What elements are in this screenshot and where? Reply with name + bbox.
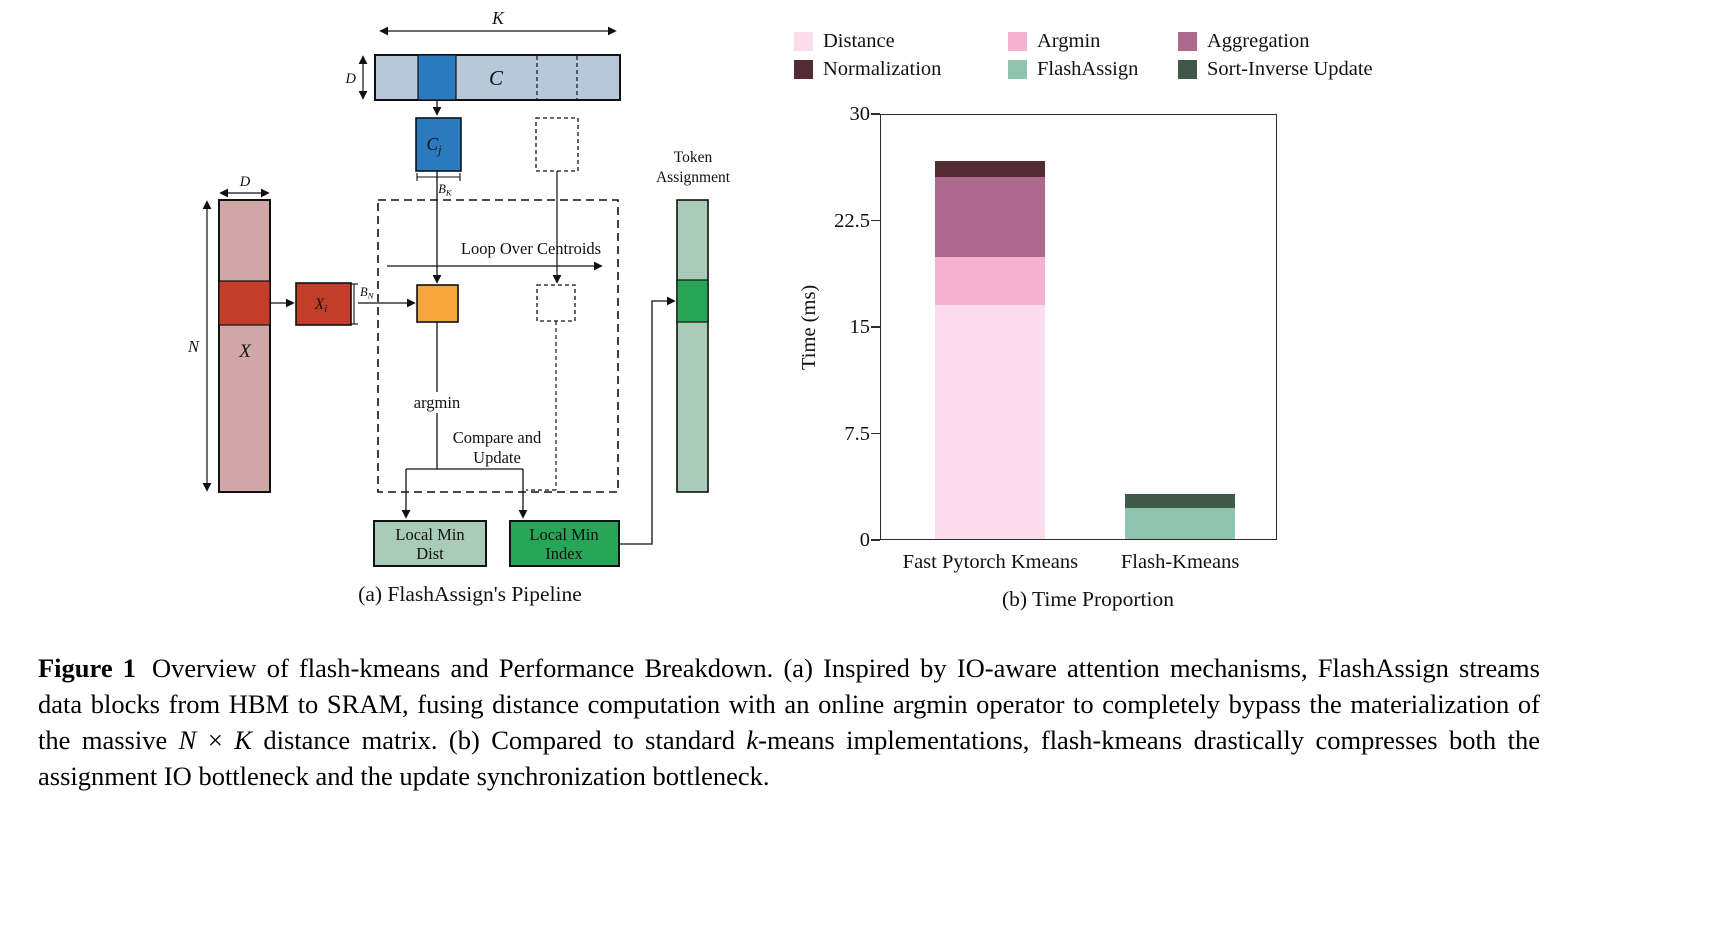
dashed-tile bbox=[536, 284, 576, 322]
legend-swatch-sort-inverse-update bbox=[1178, 60, 1197, 79]
bar-segment-normalization bbox=[934, 161, 1045, 177]
bar-segment-distance bbox=[934, 304, 1045, 539]
matrix-c-label: C bbox=[489, 66, 504, 90]
dim-bn-label: BN bbox=[360, 285, 375, 301]
legend-swatch-argmin bbox=[1008, 32, 1027, 51]
local-min-dist-label-1: Local Min bbox=[395, 525, 464, 544]
cj-sub: j bbox=[436, 143, 442, 157]
legend-swatch-flashassign bbox=[1008, 60, 1027, 79]
bk-sub: K bbox=[445, 188, 453, 198]
dim-bk-label: BK bbox=[438, 182, 453, 198]
cj-base: C bbox=[426, 134, 438, 154]
caption-run: distance matrix. (b) Compared to standar… bbox=[251, 725, 747, 755]
argmin-label: argmin bbox=[414, 393, 460, 412]
arrow-index-to-token bbox=[619, 296, 676, 545]
bar-segment-sort-inverse-update bbox=[1124, 493, 1235, 508]
xi-base: X bbox=[314, 296, 325, 313]
legend-label: Normalization bbox=[823, 58, 942, 80]
dashed-centroid-block bbox=[535, 117, 579, 172]
dim-n-label: N bbox=[187, 337, 200, 356]
dim-d-x-label: D bbox=[239, 174, 251, 190]
legend-item-aggregation: Aggregation bbox=[1178, 30, 1428, 53]
token-assignment-label-2: Assignment bbox=[656, 169, 731, 186]
sram-dashed-box bbox=[377, 199, 619, 493]
legend-item-argmin: Argmin bbox=[1008, 30, 1178, 53]
dim-k-label: K bbox=[491, 8, 505, 28]
bar-segment-aggregation bbox=[934, 176, 1045, 257]
caption-run: N bbox=[178, 725, 197, 755]
local-min-dist-label-2: Dist bbox=[416, 544, 444, 563]
y-tick-label: 7.5 bbox=[844, 422, 870, 445]
legend-label: FlashAssign bbox=[1037, 58, 1139, 80]
legend-item-flashassign: FlashAssign bbox=[1008, 58, 1178, 81]
legend-item-normalization: Normalization bbox=[794, 58, 1008, 81]
block-cj bbox=[415, 117, 462, 172]
panel-b-caption: (b) Time Proportion bbox=[1001, 587, 1175, 611]
dim-d-c-label: D bbox=[345, 71, 357, 87]
legend-item-distance: Distance bbox=[794, 30, 1008, 53]
figure-caption-text: Figure 1 Overview of flash-kmeans and Per… bbox=[38, 650, 1540, 794]
local-min-index-box bbox=[509, 520, 620, 567]
y-tick-mark bbox=[871, 432, 880, 435]
panel-a-caption: (a) FlashAssign's Pipeline bbox=[358, 582, 582, 606]
legend-swatch-normalization bbox=[794, 60, 813, 79]
loop-over-centroids-label: Loop Over Centroids bbox=[461, 239, 601, 258]
chart-plot bbox=[880, 114, 1277, 540]
y-tick-label: 15 bbox=[849, 316, 871, 338]
y-tick-mark bbox=[871, 326, 880, 328]
caption-run: × bbox=[196, 725, 235, 755]
y-tick-label: 22.5 bbox=[834, 209, 870, 232]
matrix-x bbox=[218, 199, 271, 493]
caption-run: Overview of flash-kmeans and Performance… bbox=[38, 653, 1540, 755]
bk-base: B bbox=[438, 182, 446, 196]
caption-run: -means implementations, flash-kmeans dra… bbox=[38, 725, 1541, 791]
legend-label: Aggregation bbox=[1207, 30, 1310, 52]
legend-label: Distance bbox=[823, 30, 895, 52]
token-assignment-label-1: Token bbox=[674, 149, 713, 166]
caption-run: Figure 1 bbox=[38, 653, 137, 683]
y-tick-mark bbox=[871, 539, 880, 541]
local-min-index-label-1: Local Min bbox=[529, 525, 598, 544]
legend-item-sort-inverse-update: Sort-Inverse Update bbox=[1178, 58, 1428, 81]
pipeline-diagram: K C D Cj BK Loop Over Centroids bbox=[187, 8, 731, 606]
block-xi bbox=[295, 282, 352, 326]
xi-sub: i bbox=[324, 303, 327, 315]
block-distance-tile bbox=[416, 284, 459, 323]
x-tick-label-flash-kmeans: Flash-Kmeans bbox=[1120, 551, 1240, 573]
y-tick-mark bbox=[871, 113, 880, 115]
local-min-dist-box bbox=[373, 520, 487, 567]
matrix-c-active-block bbox=[417, 54, 457, 101]
block-cj-label: Cj bbox=[426, 134, 442, 157]
block-xi-label: Xi bbox=[314, 296, 327, 315]
bar-segment-argmin bbox=[934, 257, 1045, 305]
bn-base: B bbox=[360, 285, 368, 299]
legend-swatch-distance bbox=[794, 32, 813, 51]
y-tick-label: 0 bbox=[859, 529, 870, 551]
argmin-label-bg bbox=[407, 392, 467, 413]
chart-legend: Distance Argmin Aggregation Normalization Fl… bbox=[794, 30, 1428, 81]
legend-swatch-aggregation bbox=[1178, 32, 1197, 51]
matrix-x-label: X bbox=[238, 341, 252, 362]
y-tick-label: 30 bbox=[849, 103, 871, 125]
token-assignment-column bbox=[676, 199, 709, 493]
matrix-x-active-block bbox=[218, 280, 271, 326]
token-assignment-active-block bbox=[676, 279, 709, 323]
compare-update-label-1: Compare and bbox=[453, 428, 542, 447]
x-tick-label-fast-pytorch-kmeans: Fast Pytorch Kmeans bbox=[902, 551, 1079, 573]
bn-sub: N bbox=[367, 291, 375, 301]
caption-run: K bbox=[234, 725, 252, 755]
bar-segment-flashassign bbox=[1124, 507, 1235, 539]
matrix-c bbox=[374, 54, 621, 101]
legend-label: Sort-Inverse Update bbox=[1207, 58, 1373, 80]
legend-label: Argmin bbox=[1037, 30, 1101, 52]
local-min-index-label-2: Index bbox=[545, 544, 583, 563]
caption-run: k bbox=[746, 725, 759, 755]
panel-b: Distance Argmin Aggregation Normalization Fl… bbox=[780, 20, 1440, 635]
y-tick-mark bbox=[871, 219, 880, 222]
compare-update-label-2: Update bbox=[473, 448, 521, 467]
